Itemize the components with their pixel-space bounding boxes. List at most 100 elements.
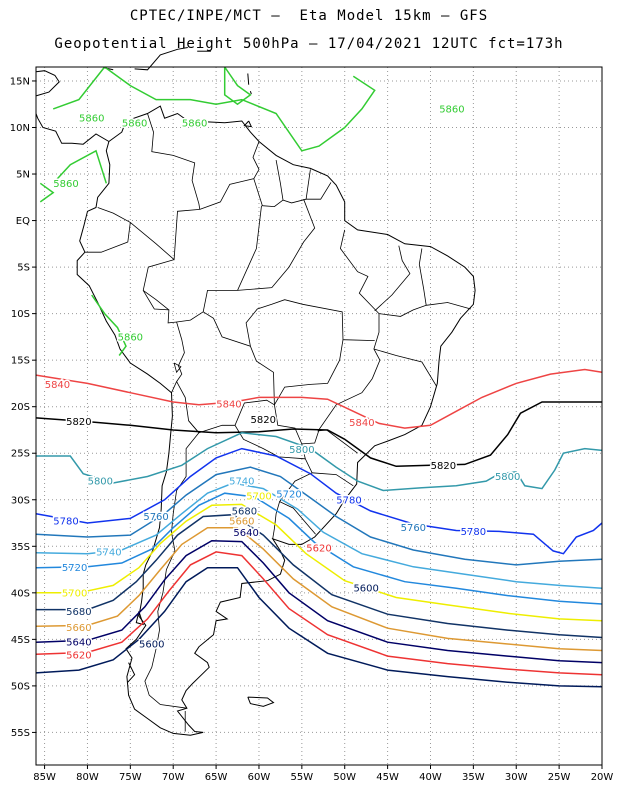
country-border (301, 429, 320, 445)
coastline (247, 73, 250, 85)
country-border (173, 362, 182, 374)
contour-label-5840: 5840 (216, 399, 241, 410)
contour-label-5720: 5720 (62, 563, 87, 574)
latitude-axis: 15N 10N 5N EQ 5S 10S 15S 20S 25S 30S 35S 40S 45S 50S 5… (10, 76, 36, 739)
contour-label-5860: 5860 (122, 118, 147, 129)
country-border (305, 169, 311, 200)
coastline (243, 120, 253, 128)
country-border (339, 229, 381, 379)
contour-label-5640: 5640 (233, 528, 258, 539)
contour-5680 (36, 513, 603, 639)
contour-label-5840: 5840 (349, 418, 374, 429)
contour-label-5860: 5860 (79, 114, 104, 125)
lat-tick-label: 50S (11, 681, 30, 692)
contour-5860 (91, 294, 127, 356)
contour-5860 (223, 66, 252, 106)
country-border (97, 207, 200, 261)
contour-5620 (35, 551, 603, 676)
lat-tick-label: 25S (11, 449, 30, 460)
country-border (245, 299, 375, 347)
contour-5780 (35, 447, 603, 555)
contour-label-5780: 5780 (461, 527, 486, 538)
country-border (234, 399, 275, 426)
lat-tick-label: 55S (11, 728, 30, 739)
contour-5600 (35, 566, 603, 688)
country-border (176, 381, 306, 460)
country-border (142, 290, 170, 311)
contour-label-5740: 5740 (229, 477, 254, 488)
contour-label-5720: 5720 (276, 490, 301, 501)
lon-tick-label: 40W (419, 772, 442, 783)
lat-tick-label: EQ (16, 216, 30, 227)
country-border (418, 248, 427, 306)
country-border (84, 222, 131, 253)
contour-label-5780: 5780 (53, 517, 78, 528)
contour-5800 (36, 432, 603, 492)
contour-label-5840: 5840 (45, 380, 70, 391)
country-border (317, 378, 373, 454)
lon-tick-label: 80W (76, 772, 99, 783)
lat-tick-label: 45S (11, 635, 30, 646)
lat-tick-label: 15S (11, 356, 30, 367)
lon-tick-label: 45W (376, 772, 399, 783)
map-title-line2: Geopotential Height 500hPa – 17/04/2021 … (54, 36, 564, 52)
lon-tick-label: 35W (462, 772, 485, 783)
lon-tick-label: 20W (591, 772, 614, 783)
coastline (135, 611, 144, 626)
lon-tick-label: 50W (333, 772, 356, 783)
coastline (134, 47, 188, 71)
contour-label-5820: 5820 (66, 417, 91, 428)
lat-tick-label: 30S (11, 495, 30, 506)
country-border (237, 205, 262, 291)
contour-label-5620: 5620 (306, 544, 331, 555)
contour-5860 (104, 66, 376, 152)
lat-tick-label: 15N (10, 76, 30, 87)
contour-label-5620: 5620 (66, 651, 91, 662)
contour-label-5820: 5820 (431, 461, 456, 472)
longitude-axis: 85W 80W 75W 70W 65W 60W 55W 50W 45W 40W 35W 30W 25W 2… (33, 765, 613, 783)
contour-label-5860: 5860 (439, 104, 464, 115)
coastline (35, 113, 110, 145)
lon-tick-label: 30W (505, 772, 528, 783)
contour-label-5600: 5600 (353, 584, 378, 595)
country-border (272, 501, 280, 539)
contour-label-5800: 5800 (289, 445, 314, 456)
contour-label-5680: 5680 (66, 607, 91, 618)
contour-5660 (35, 526, 603, 652)
lon-tick-label: 75W (119, 772, 142, 783)
country-border (202, 199, 316, 312)
lat-tick-label: 40S (11, 588, 30, 599)
contour-label-5740: 5740 (96, 547, 121, 558)
contour-5860 (52, 149, 108, 184)
lon-tick-label: 55W (291, 772, 314, 783)
contour-label-5760: 5760 (401, 523, 426, 534)
country-border (275, 160, 284, 201)
coastline (127, 662, 136, 683)
contour-5740 (35, 482, 603, 589)
coastlines (35, 47, 476, 736)
contour-label-5860: 5860 (118, 332, 143, 343)
contour-label-5860: 5860 (182, 118, 207, 129)
country-border (312, 472, 354, 487)
contour-5860 (39, 182, 55, 203)
contour-5840 (35, 368, 603, 429)
contour-5820 (35, 401, 602, 468)
country-border (274, 339, 344, 406)
country-border (374, 245, 411, 312)
contour-5720 (35, 492, 603, 605)
lat-tick-label: 5S (17, 263, 30, 274)
map-frame (35, 66, 603, 766)
lat-lon-grid (36, 67, 603, 765)
coastline (249, 91, 252, 95)
country-border (144, 420, 200, 709)
contour-label-5760: 5760 (143, 512, 168, 523)
height-contours (35, 66, 603, 688)
contour-label-5820: 5820 (251, 415, 276, 426)
country-border (142, 259, 185, 393)
contour-label-5860: 5860 (53, 179, 78, 190)
contour-label-5800: 5800 (495, 472, 520, 483)
contour-label-5680: 5680 (232, 506, 257, 517)
lat-tick-label: 10S (11, 309, 30, 320)
contour-label-5800: 5800 (88, 477, 113, 488)
